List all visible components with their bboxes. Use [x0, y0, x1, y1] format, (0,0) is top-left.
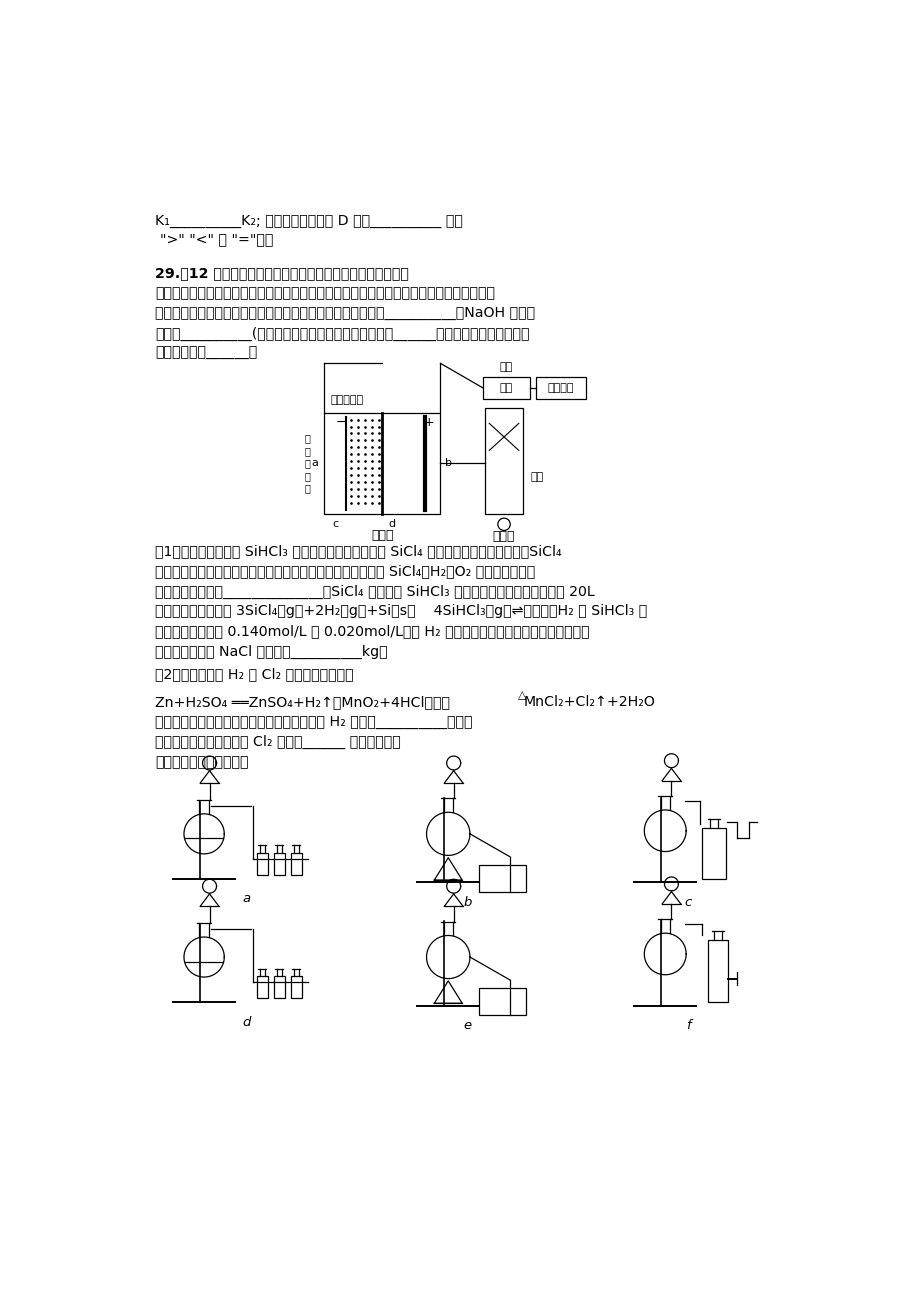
- Bar: [479, 988, 525, 1016]
- Text: 可选用制备气体的装置：: 可选用制备气体的装置：: [155, 755, 248, 769]
- Text: 循环: 循环: [530, 473, 543, 482]
- Text: −: −: [335, 417, 346, 430]
- Bar: [535, 378, 585, 398]
- Text: a: a: [312, 458, 318, 469]
- Text: 质的量浓度分别为 0.140mol/L 和 0.020mol/L，若 H₂ 全部来源于离子交换膜法的电解产物，: 质的量浓度分别为 0.140mol/L 和 0.020mol/L，若 H₂ 全部…: [155, 625, 589, 638]
- Bar: [485, 408, 522, 513]
- Text: （1）多晶硅主要采用 SiHCl₃ 还原工艺生产，其副产物 SiCl₄ 的综合利用受到广泛关注。SiCl₄: （1）多晶硅主要采用 SiHCl₃ 还原工艺生产，其副产物 SiCl₄ 的综合利…: [155, 544, 562, 559]
- Bar: [290, 853, 301, 875]
- Text: 据此，从下列所给仪器装置中选择制备并收集 H₂ 的装置__________填代号: 据此，从下列所给仪器装置中选择制备并收集 H₂ 的装置__________填代号: [155, 715, 472, 729]
- Text: a: a: [243, 892, 251, 905]
- Text: f: f: [686, 1019, 690, 1032]
- Text: c: c: [333, 519, 338, 530]
- Text: 电解槽: 电解槽: [370, 529, 393, 542]
- Text: 可制气相白炭黑（与光导纤维主要原料相同），方法为高温下 SiCl₄、H₂、O₂ 反应，产物有两: 可制气相白炭黑（与光导纤维主要原料相同），方法为高温下 SiCl₄、H₂、O₂ …: [155, 564, 535, 578]
- Bar: [290, 976, 301, 997]
- Bar: [274, 976, 284, 997]
- Text: 中部分原料可用于制备多晶硅。下图是离子交换膜（允许钠离子通过，不允许氢氧根与氯离: 中部分原料可用于制备多晶硅。下图是离子交换膜（允许钠离子通过，不允许氢氧根与氯离: [155, 286, 494, 301]
- Text: △: △: [517, 690, 526, 700]
- Text: 冷却: 冷却: [499, 362, 513, 372]
- Bar: [479, 865, 525, 892]
- Text: 恒容密闭容器中反应 3SiCl₄（g）+2H₂（g）+Si（s）    4SiHCl₃（g）⇌平衡后，H₂ 与 SiHCl₃ 物: 恒容密闭容器中反应 3SiCl₄（g）+2H₂（g）+Si（s） 4SiHCl₃…: [155, 604, 647, 618]
- Text: 出口为__________(填字母），精制饱和食盐水的进口为______（填字母），干燥塔中应: 出口为__________(填字母），精制饱和食盐水的进口为______（填字母…: [155, 327, 529, 341]
- Text: +: +: [423, 417, 434, 430]
- Text: d: d: [388, 519, 395, 530]
- Text: 干燥塔: 干燥塔: [493, 530, 515, 543]
- Text: 水洗、冷却: 水洗、冷却: [331, 395, 364, 405]
- Bar: [482, 378, 529, 398]
- Text: b: b: [444, 458, 451, 469]
- Bar: [702, 828, 725, 879]
- Text: c: c: [684, 896, 691, 909]
- Text: ">" "<" 或 "="）。: ">" "<" 或 "="）。: [160, 233, 273, 246]
- Text: （2）实验室制备 H₂ 和 Cl₂ 通常采用下列反应: （2）实验室制备 H₂ 和 Cl₂ 通常采用下列反应: [155, 668, 354, 681]
- Bar: [256, 976, 267, 997]
- Text: 离
子
交
换
膜: 离 子 交 换 膜: [304, 434, 310, 493]
- Text: 和制备并收集干燥、纯净 Cl₂ 的装置______ （填代号）。: 和制备并收集干燥、纯净 Cl₂ 的装置______ （填代号）。: [155, 736, 401, 750]
- Text: 冷却: 冷却: [499, 383, 513, 393]
- Text: K₁__________K₂; 若反应进行到状态 D 时，__________ （填: K₁__________K₂; 若反应进行到状态 D 时，__________ …: [155, 214, 462, 228]
- Text: Zn+H₂SO₄ ══ZnSO₄+H₂↑，MnO₂+4HCl（浓）: Zn+H₂SO₄ ══ZnSO₄+H₂↑，MnO₂+4HCl（浓）: [155, 695, 449, 710]
- Text: 使用的液体是______。: 使用的液体是______。: [155, 346, 257, 361]
- Text: 29.（12 分）工业上电解饱和食盐水能制取多种化工原料，其: 29.（12 分）工业上电解饱和食盐水能制取多种化工原料，其: [155, 267, 409, 280]
- Text: d: d: [243, 1016, 251, 1029]
- Bar: [256, 853, 267, 875]
- Text: b: b: [463, 896, 471, 909]
- Text: 理论上需消耗纯 NaCl 的质量为__________kg。: 理论上需消耗纯 NaCl 的质量为__________kg。: [155, 644, 388, 659]
- Bar: [707, 940, 727, 1001]
- Text: 子通过）法电解饱和食盐水示意图，电解槽阳极产生的气体是__________，NaOH 溶液的: 子通过）法电解饱和食盐水示意图，电解槽阳极产生的气体是__________，Na…: [155, 306, 535, 320]
- Text: 种，化学方程式为______________。SiCl₄ 可转化为 SiHCl₃ 而循环使用。一定条件下，在 20L: 种，化学方程式为______________。SiCl₄ 可转化为 SiHCl₃…: [155, 585, 595, 599]
- Text: 化工产品: 化工产品: [547, 383, 573, 393]
- Bar: [274, 853, 284, 875]
- Bar: [323, 414, 440, 513]
- Text: e: e: [463, 1019, 471, 1032]
- Text: MnCl₂+Cl₂↑+2H₂O: MnCl₂+Cl₂↑+2H₂O: [523, 695, 654, 710]
